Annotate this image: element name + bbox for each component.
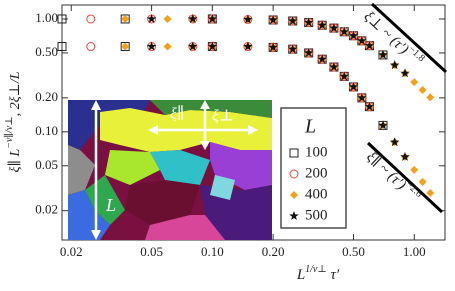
point [268, 42, 278, 52]
slope-annotation: ξ⊥ ~ (τ′)−1.8 [360, 7, 426, 71]
point [410, 165, 419, 174]
point [146, 41, 157, 51]
point [303, 47, 314, 57]
inset-label: ξ∥ [170, 105, 184, 123]
point [378, 120, 388, 130]
point [121, 14, 130, 23]
slope-annotation: ξ∥ ~ (τ′)−2.6 [363, 147, 424, 206]
legend-label: 400 [305, 186, 328, 202]
point [268, 15, 278, 24]
x-tick-label: 0.05 [140, 244, 163, 259]
point [86, 14, 96, 24]
point [86, 42, 96, 52]
point [317, 54, 327, 64]
slope-line [366, 141, 444, 214]
legend-marker [289, 169, 299, 179]
point [389, 137, 400, 147]
point [400, 68, 410, 78]
point [163, 42, 172, 51]
x-label-rest: τ′ [327, 267, 340, 283]
point [146, 14, 157, 23]
legend-title: L [304, 116, 316, 138]
y-label-sup: −ν∥/ν⊥ [3, 116, 15, 148]
point [243, 14, 253, 24]
y-tick-label: 0.10 [35, 123, 58, 138]
point [339, 71, 349, 81]
point [418, 177, 427, 186]
x-tick-label: 1.00 [403, 244, 426, 259]
y-tick-label: 1.00 [35, 10, 58, 25]
x-label-sup: 1/ν⊥ [305, 264, 327, 275]
inset-label: L [105, 195, 116, 215]
point [188, 41, 198, 51]
point [348, 30, 359, 40]
series [146, 14, 410, 161]
point [207, 14, 218, 23]
legend-marker [289, 148, 299, 158]
point [400, 151, 410, 161]
point [163, 14, 172, 23]
y-tick-label: 0.02 [35, 202, 58, 217]
y-tick-label: 0.50 [35, 44, 58, 59]
inset-label: ξ⊥ [212, 108, 234, 125]
point [339, 26, 349, 36]
x-tick-label: 0.50 [342, 244, 365, 259]
point [57, 42, 67, 52]
point [303, 17, 314, 27]
point [329, 62, 339, 72]
plot-area: 0.02 0.05 0.10 0.20 0.50 1.00 0.02 0.05 0.10 0.20… [35, 4, 446, 259]
x-tick-label: 0.02 [60, 244, 83, 259]
point [207, 41, 218, 51]
y-tick-label: 0.20 [35, 89, 58, 104]
legend: L 100 200 400 500 [280, 107, 347, 229]
point [287, 44, 298, 54]
point [243, 41, 253, 51]
x-tick-label: 0.20 [262, 244, 285, 259]
point [378, 49, 388, 59]
point [389, 60, 400, 70]
x-label-main: L [296, 267, 305, 283]
point [357, 92, 367, 102]
y-label-main: ξ∥ L [7, 149, 23, 173]
slope-line [370, 2, 448, 74]
point [121, 42, 130, 51]
point [357, 35, 367, 45]
point [364, 40, 375, 50]
legend-marker [289, 211, 299, 220]
point [317, 20, 327, 30]
point [287, 16, 298, 25]
point [426, 189, 435, 198]
point [418, 85, 427, 94]
point [348, 81, 359, 91]
x-axis-label: L1/ν⊥ τ′ [296, 264, 340, 283]
legend-label: 500 [305, 207, 328, 223]
x-tick-label: 0.10 [201, 244, 224, 259]
point [329, 23, 339, 33]
point [57, 14, 67, 24]
legend-label: 100 [305, 144, 328, 160]
legend-label: 200 [305, 165, 328, 181]
y-axis-label: ξ∥ L−ν∥/ν⊥, 2ξ⊥/L [3, 71, 23, 172]
legend-marker [290, 191, 298, 199]
point [364, 101, 375, 111]
y-label-rest: , 2ξ⊥/L [8, 71, 23, 116]
point [188, 14, 198, 23]
point [410, 78, 419, 87]
y-tick-label: 0.05 [35, 157, 58, 172]
inset-image: ξ∥ ξ⊥ L [68, 100, 272, 240]
point [426, 93, 435, 102]
